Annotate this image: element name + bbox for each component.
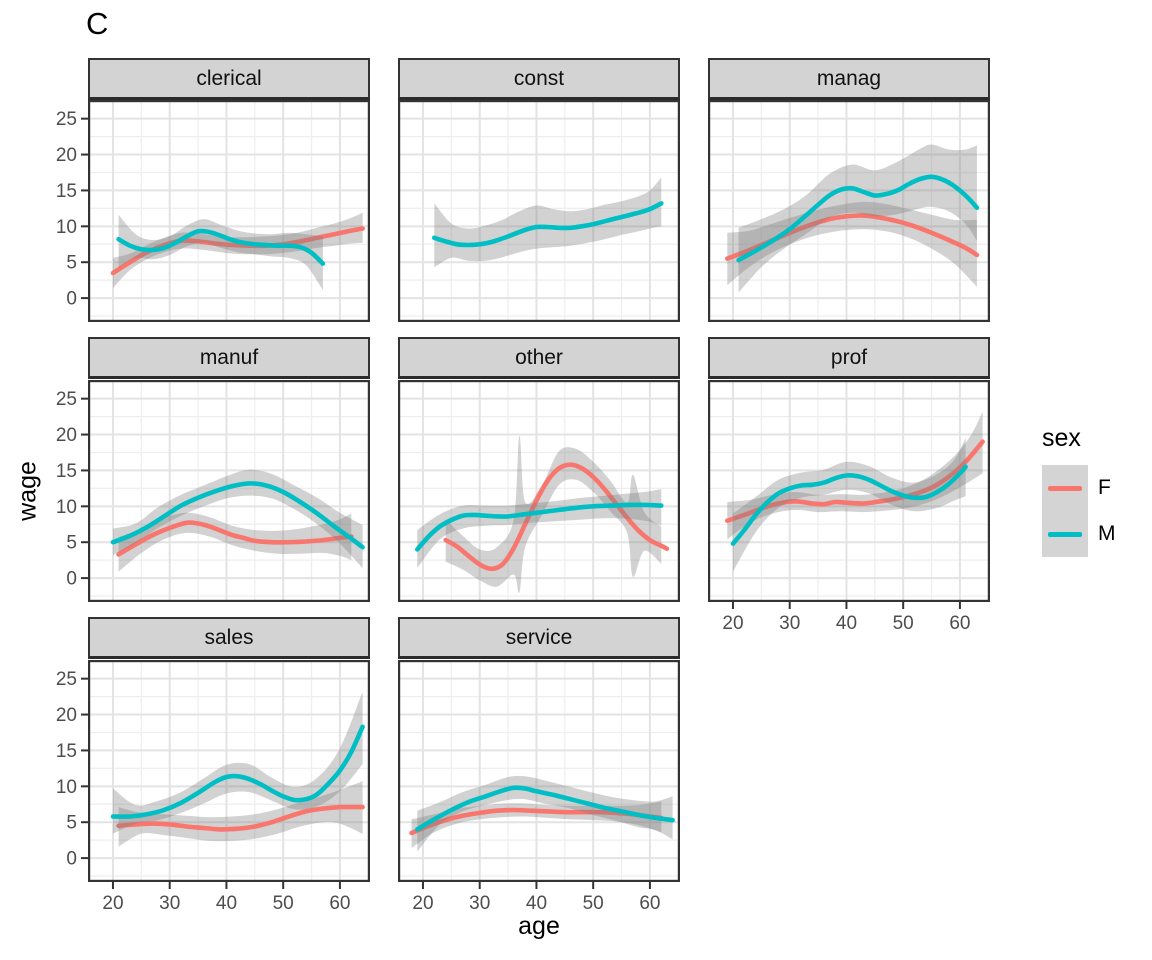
x-tick-label: 20 — [722, 613, 743, 634]
y-tick-label: 10 — [56, 777, 77, 798]
legend-label-f: F — [1098, 476, 1111, 499]
x-tick-label: 60 — [949, 613, 970, 634]
smooth-line-F — [725, 439, 985, 523]
smooth-line-M — [116, 228, 326, 266]
y-tick-label: 10 — [56, 497, 77, 518]
x-tick-label: 50 — [273, 893, 294, 914]
smooth-line-M — [432, 201, 664, 248]
legend-key-m — [1042, 511, 1088, 557]
x-tick-label: 60 — [639, 893, 660, 914]
x-tick-label: 30 — [159, 893, 180, 914]
ci-band-F — [113, 212, 363, 289]
y-tick-label: 15 — [56, 461, 77, 482]
ci-band-M — [417, 489, 662, 569]
ci-band-F — [727, 411, 983, 540]
legend-label-m: M — [1098, 522, 1116, 545]
y-tick-label: 5 — [66, 533, 77, 554]
y-tick-label: 5 — [66, 253, 77, 274]
smooth-line-M — [730, 464, 968, 546]
legend: sex F M — [1042, 424, 1152, 557]
facet-panel-sales: 0 5 10 15 20 25 20 30 40 50 60 — [56, 660, 370, 914]
y-tick-label: 0 — [66, 569, 77, 590]
y-tick-label: 25 — [56, 389, 77, 410]
x-tick-label: 20 — [102, 893, 123, 914]
y-tick-label: 15 — [56, 181, 77, 202]
y-axis-title: wage — [13, 461, 42, 521]
legend-line-m-icon — [1048, 532, 1082, 537]
smooth-line-M — [110, 481, 365, 550]
facet-strip-clerical: clerical — [88, 58, 370, 100]
smooth-line-M — [110, 724, 365, 819]
ci-band-M — [113, 469, 363, 569]
y-tick-label: 0 — [66, 849, 77, 870]
y-tick-label: 10 — [56, 217, 77, 238]
ci-band-M — [434, 177, 662, 268]
facet-strip-const: const — [398, 58, 680, 100]
smooth-line-F — [116, 804, 365, 832]
x-tick-label: 30 — [779, 613, 800, 634]
facet-panel-service: 20 30 40 50 60 — [398, 660, 680, 914]
y-tick-label: 20 — [56, 705, 77, 726]
x-tick-label: 50 — [893, 613, 914, 634]
y-tick-label: 5 — [66, 813, 77, 834]
facet-panel-manag — [708, 100, 990, 323]
x-tick-label: 40 — [216, 893, 237, 914]
plot-title: C — [86, 6, 109, 41]
facet-panel-clerical: 0 5 10 15 20 25 — [56, 100, 370, 323]
facet-strip-manag: manag — [708, 58, 990, 100]
legend-key-f — [1042, 465, 1088, 511]
smooth-line-M — [736, 174, 980, 263]
x-tick-label: 20 — [412, 893, 433, 914]
facet-strip-sales: sales — [88, 617, 370, 659]
facet-panel-prof: 20 30 40 50 60 — [708, 380, 990, 634]
facet-panel-manuf: 0 5 10 15 20 25 — [56, 380, 370, 603]
x-tick-label: 50 — [583, 893, 604, 914]
smooth-line-F — [116, 520, 354, 557]
x-tick-label: 30 — [469, 893, 490, 914]
ci-band-F — [445, 435, 662, 594]
y-tick-label: 20 — [56, 425, 77, 446]
ci-band-M — [417, 775, 673, 852]
ci-band-M — [733, 438, 966, 572]
y-tick-label: 15 — [56, 741, 77, 762]
ci-band-F — [118, 781, 363, 847]
legend-line-f-icon — [1048, 486, 1082, 491]
x-tick-label: 60 — [329, 893, 350, 914]
smooth-line-M — [415, 502, 664, 552]
facet-strip-other: other — [398, 337, 680, 379]
legend-keys: F M — [1042, 465, 1116, 557]
smooth-line-F — [443, 462, 670, 572]
x-tick-label: 40 — [836, 613, 857, 634]
y-tick-label: 0 — [66, 289, 77, 310]
y-tick-label: 25 — [56, 109, 77, 130]
legend-title: sex — [1042, 424, 1081, 452]
smooth-line-M — [415, 785, 675, 832]
facet-strip-manuf: manuf — [88, 337, 370, 379]
x-axis-title: age — [518, 912, 560, 940]
x-tick-label: 40 — [526, 893, 547, 914]
facet-strip-prof: prof — [708, 337, 990, 379]
y-tick-label: 25 — [56, 669, 77, 690]
facet-panel-other — [398, 380, 680, 603]
facet-strip-service: service — [398, 617, 680, 659]
ci-band-M — [118, 214, 323, 291]
facet-panel-const — [398, 100, 680, 323]
y-tick-label: 20 — [56, 145, 77, 166]
ci-band-F — [727, 201, 977, 287]
